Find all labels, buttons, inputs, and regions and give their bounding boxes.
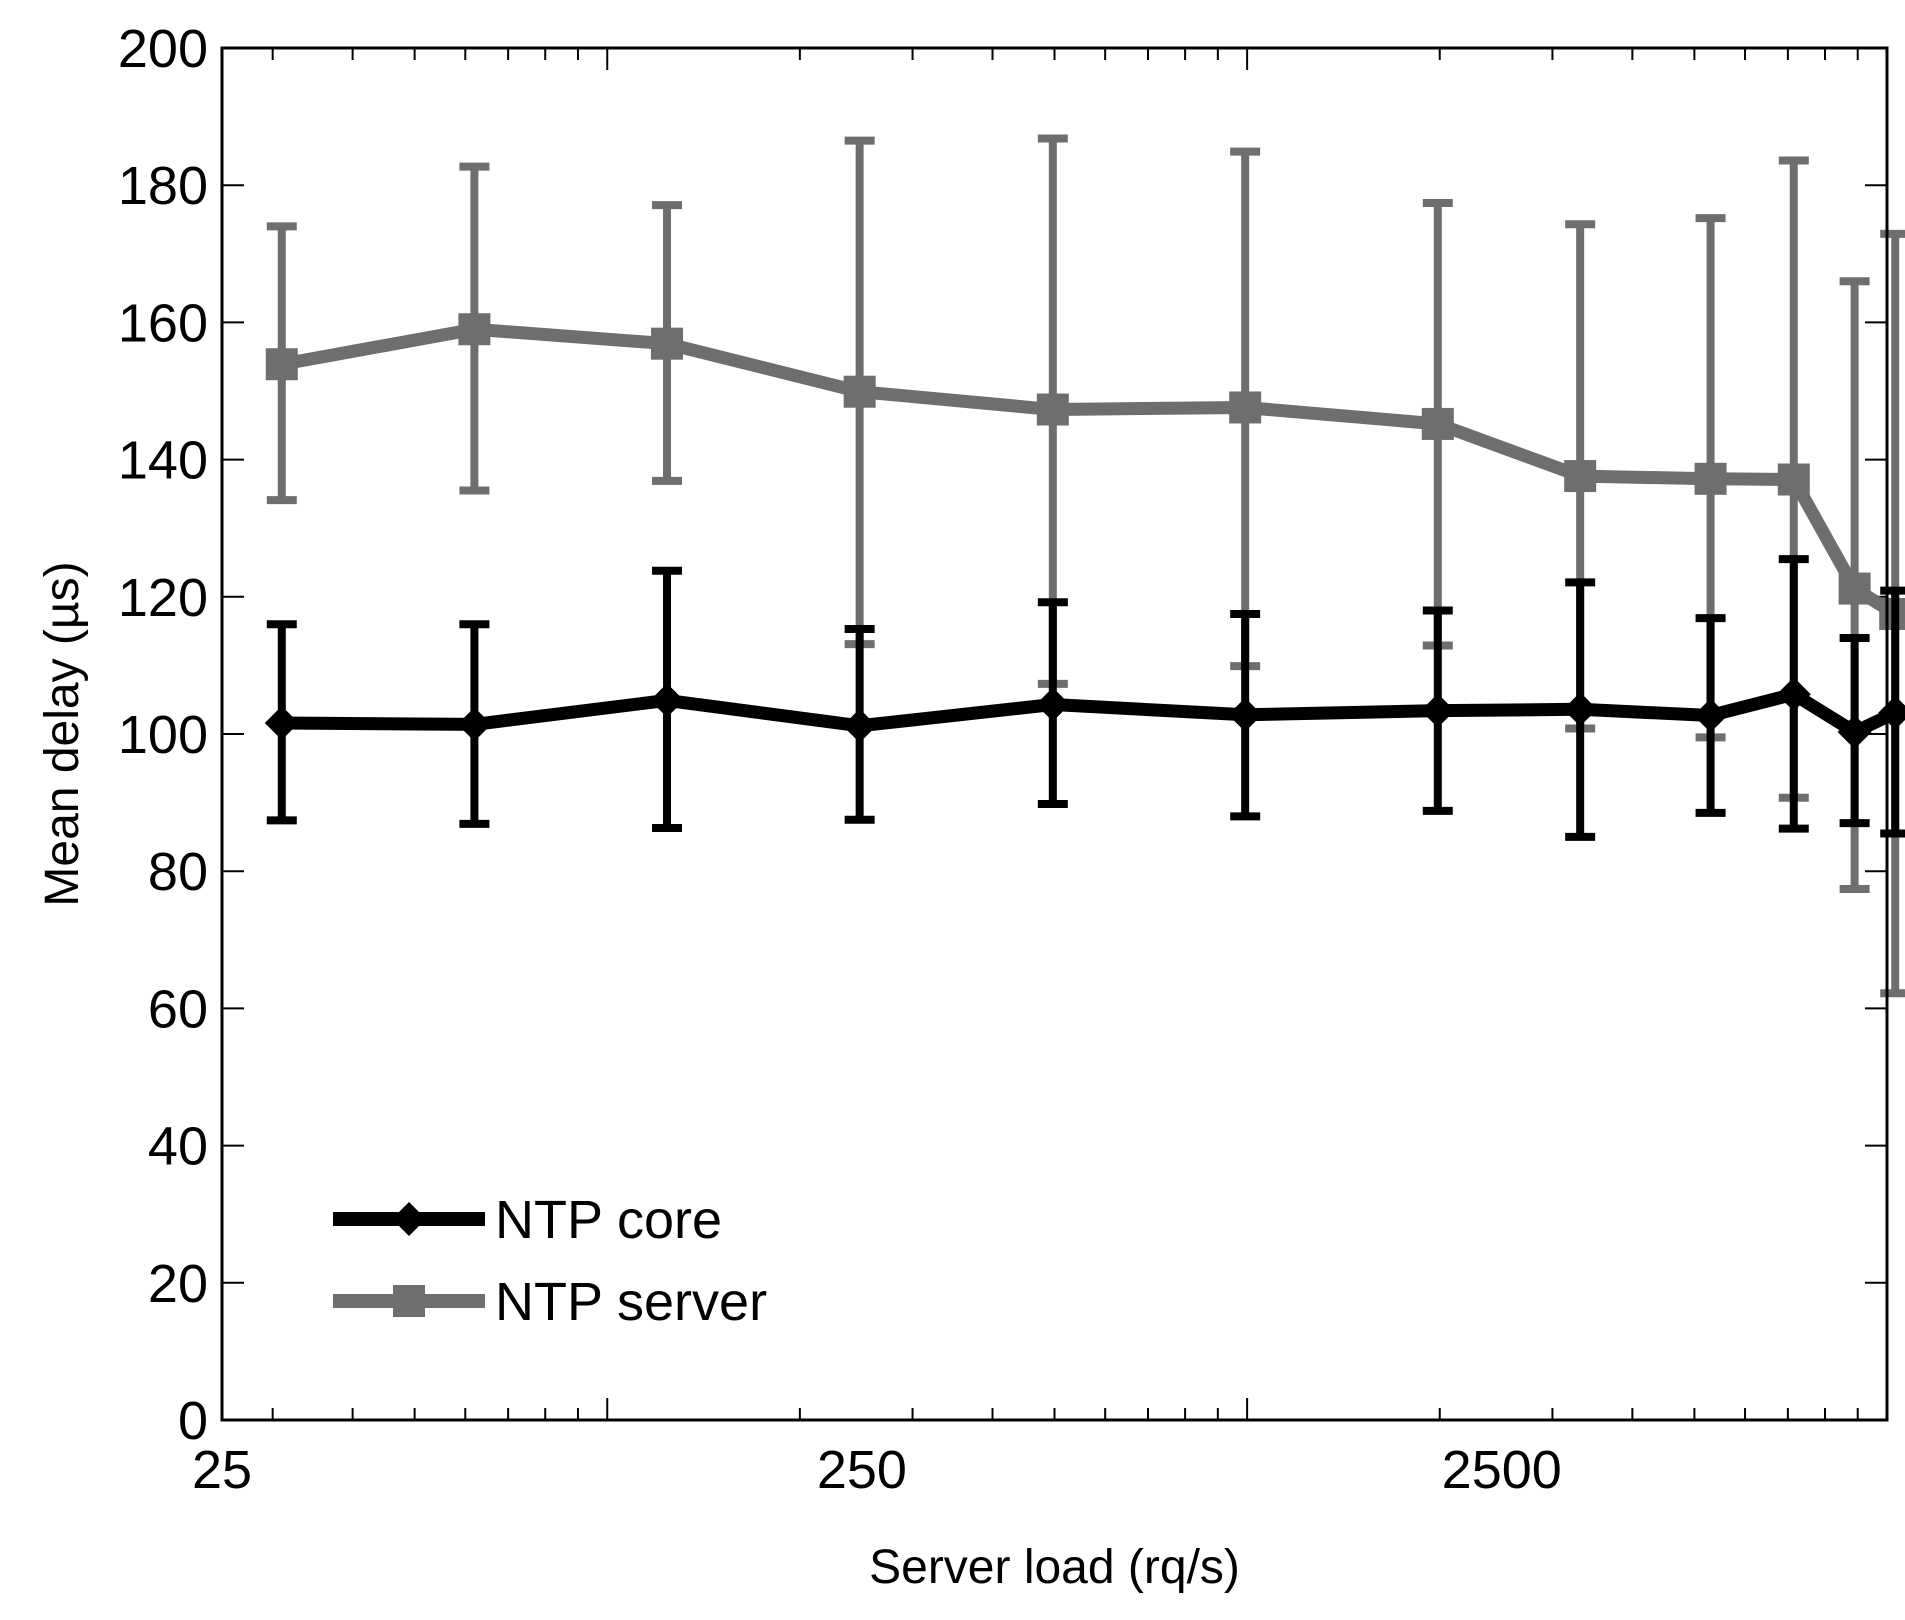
y-tick-label: 200 [118, 19, 208, 79]
y-tick-label: 140 [118, 431, 208, 491]
y-axis-label: Mean delay (µs) [36, 561, 89, 906]
data-point [842, 708, 877, 743]
data-point [457, 707, 492, 742]
y-tick-label: 40 [148, 1117, 208, 1177]
data-point [1693, 698, 1728, 733]
legend: NTP core NTP server [333, 1190, 767, 1332]
data-point [1228, 697, 1263, 732]
data-point [1564, 460, 1597, 493]
legend-label-ntp-core: NTP core [495, 1190, 722, 1250]
y-tick-label: 60 [148, 979, 208, 1039]
legend-label-ntp-server: NTP server [495, 1272, 767, 1332]
x-tick-label: 2500 [1442, 1440, 1562, 1500]
data-point [265, 348, 298, 381]
tick-labels: 0 20 40 60 80 100 120 140 160 180 200 25 250 2500 [118, 19, 1562, 1500]
x-axis-label: Server load (rq/s) [869, 1541, 1240, 1594]
data-point [1694, 462, 1727, 495]
y-tick-label: 180 [118, 156, 208, 216]
data-point [1837, 714, 1872, 749]
data-point [1421, 407, 1454, 440]
series-layer [264, 134, 1905, 998]
data-point [458, 313, 491, 346]
y-tick-label: 20 [148, 1254, 208, 1314]
data-point [843, 375, 876, 408]
data-point [1878, 695, 1905, 730]
data-point [1420, 693, 1455, 728]
data-point [651, 327, 684, 360]
legend-marker-ntp-server [393, 1285, 425, 1317]
data-point [1563, 692, 1598, 727]
data-point [264, 706, 299, 741]
data-point [1036, 393, 1069, 426]
data-point [1229, 391, 1262, 424]
data-point [1776, 677, 1811, 712]
x-tick-label: 25 [192, 1440, 252, 1500]
plot-frame [220, 46, 1889, 1422]
series-line-ntp-server [280, 322, 1899, 620]
axis-ticks [222, 47, 1888, 1421]
data-point [650, 683, 685, 718]
y-tick-label: 160 [118, 293, 208, 353]
y-tick-label: 100 [118, 705, 208, 765]
y-tick-label: 120 [118, 568, 208, 628]
series-ntp-core [264, 555, 1905, 841]
data-point [1777, 463, 1810, 496]
x-tick-label: 250 [817, 1440, 907, 1500]
series-ntp-server [265, 134, 1905, 998]
y-tick-label: 0 [178, 1391, 208, 1451]
legend-marker-ntp-core [392, 1202, 426, 1236]
data-point [1035, 687, 1070, 722]
y-tick-label: 80 [148, 842, 208, 902]
data-point [1838, 572, 1871, 605]
